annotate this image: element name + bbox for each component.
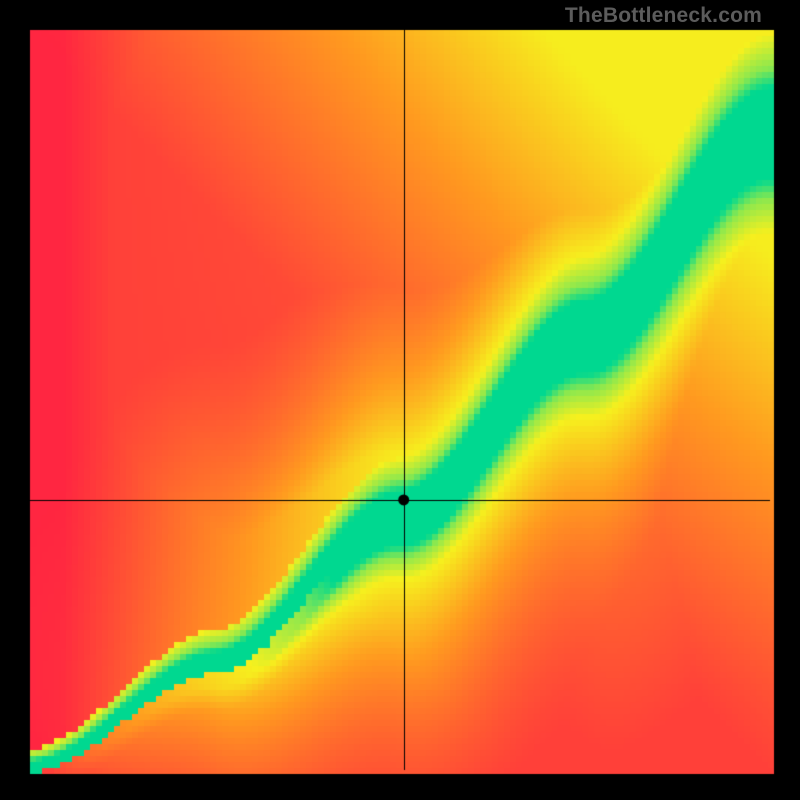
bottleneck-heatmap <box>0 0 800 800</box>
watermark-text: TheBottleneck.com <box>565 4 762 28</box>
chart-frame: { "watermark": { "text": "TheBottleneck.… <box>0 0 800 800</box>
